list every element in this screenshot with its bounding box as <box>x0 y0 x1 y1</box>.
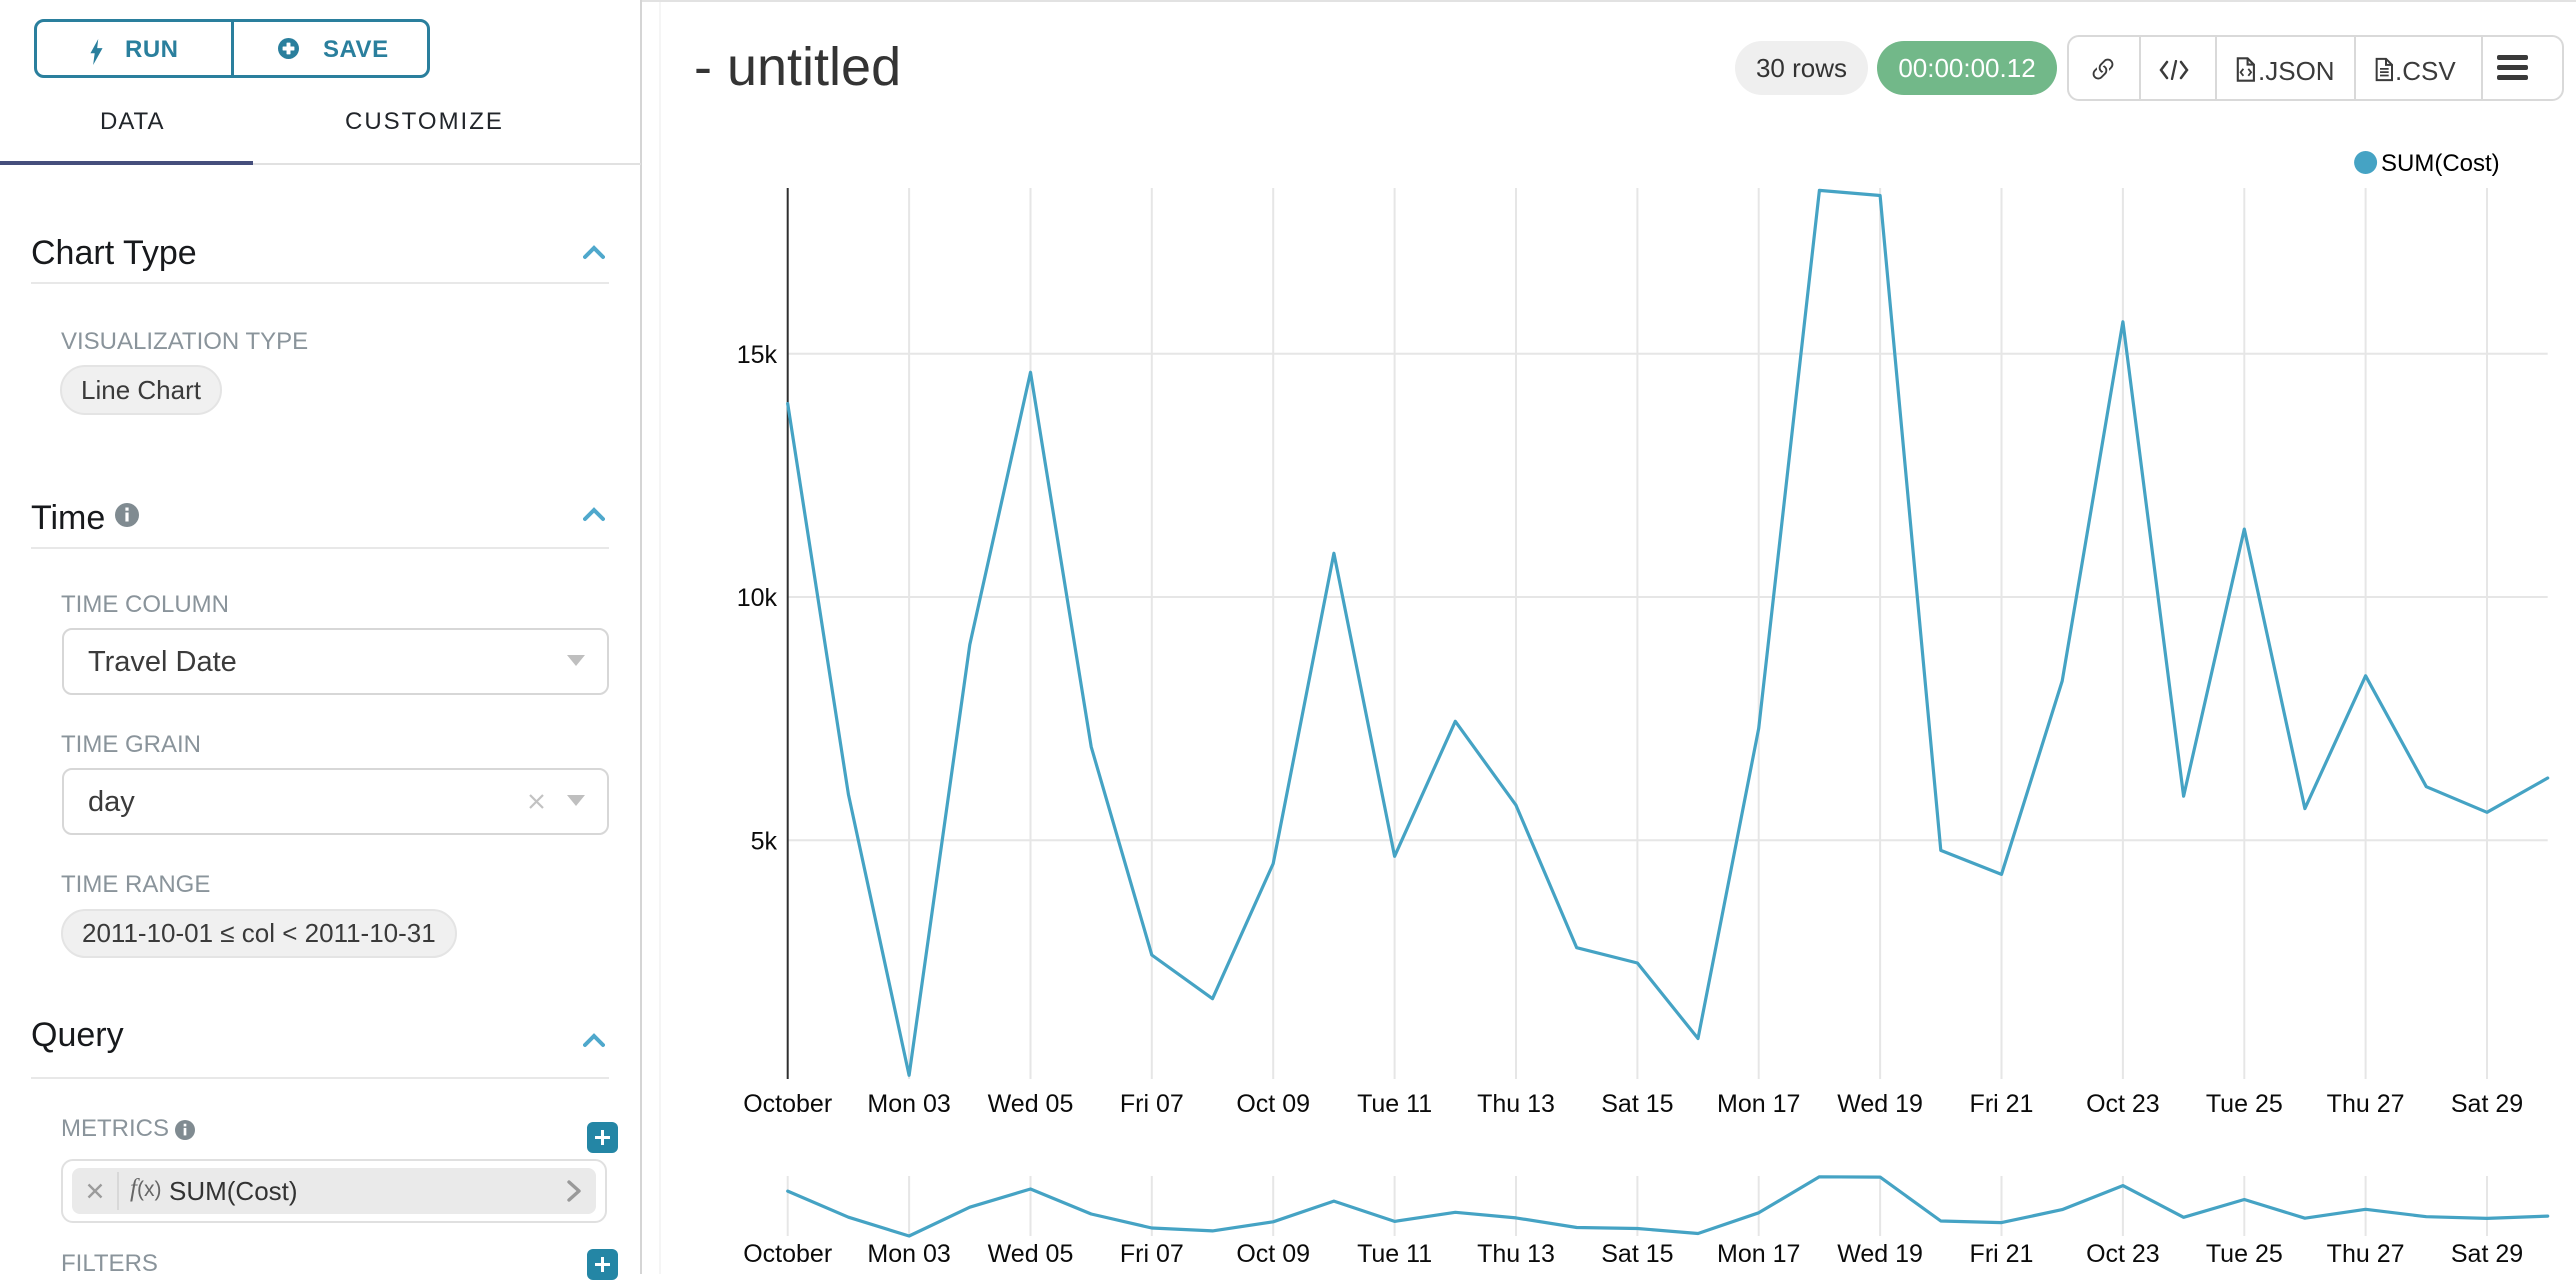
svg-text:Oct 23: Oct 23 <box>2086 1090 2160 1118</box>
svg-text:10k: 10k <box>737 584 778 612</box>
svg-text:SUM(Cost): SUM(Cost) <box>2381 150 2500 177</box>
svg-text:Wed 19: Wed 19 <box>1837 1240 1923 1268</box>
svg-text:Thu 27: Thu 27 <box>2327 1090 2405 1118</box>
svg-text:Sat 29: Sat 29 <box>2451 1090 2523 1118</box>
svg-text:Fri 07: Fri 07 <box>1120 1240 1184 1268</box>
svg-text:Mon 17: Mon 17 <box>1717 1090 1800 1118</box>
svg-text:Sat 15: Sat 15 <box>1601 1240 1673 1268</box>
svg-text:Wed 19: Wed 19 <box>1837 1090 1923 1118</box>
svg-text:Tue 11: Tue 11 <box>1357 1240 1432 1268</box>
svg-text:Thu 13: Thu 13 <box>1477 1090 1555 1118</box>
svg-text:Mon 03: Mon 03 <box>867 1090 950 1118</box>
svg-text:Fri 21: Fri 21 <box>1970 1240 2034 1268</box>
svg-text:Oct 09: Oct 09 <box>1236 1240 1310 1268</box>
svg-text:15k: 15k <box>737 341 778 369</box>
svg-text:Fri 21: Fri 21 <box>1970 1090 2034 1118</box>
svg-text:Sat 15: Sat 15 <box>1601 1090 1673 1118</box>
svg-text:October: October <box>743 1090 832 1118</box>
svg-text:Tue 25: Tue 25 <box>2206 1240 2283 1268</box>
svg-text:Sat 29: Sat 29 <box>2451 1240 2523 1268</box>
svg-text:October: October <box>743 1240 832 1268</box>
svg-text:Tue 25: Tue 25 <box>2206 1090 2283 1118</box>
svg-text:Tue 11: Tue 11 <box>1357 1090 1432 1118</box>
svg-text:Thu 27: Thu 27 <box>2327 1240 2405 1268</box>
svg-text:Oct 23: Oct 23 <box>2086 1240 2160 1268</box>
svg-text:Wed 05: Wed 05 <box>988 1240 1074 1268</box>
svg-text:5k: 5k <box>751 827 778 855</box>
svg-text:Mon 17: Mon 17 <box>1717 1240 1800 1268</box>
svg-text:Thu 13: Thu 13 <box>1477 1240 1555 1268</box>
svg-text:Wed 05: Wed 05 <box>988 1090 1074 1118</box>
svg-text:Mon 03: Mon 03 <box>867 1240 950 1268</box>
svg-text:Oct 09: Oct 09 <box>1236 1090 1310 1118</box>
svg-text:Fri 07: Fri 07 <box>1120 1090 1184 1118</box>
